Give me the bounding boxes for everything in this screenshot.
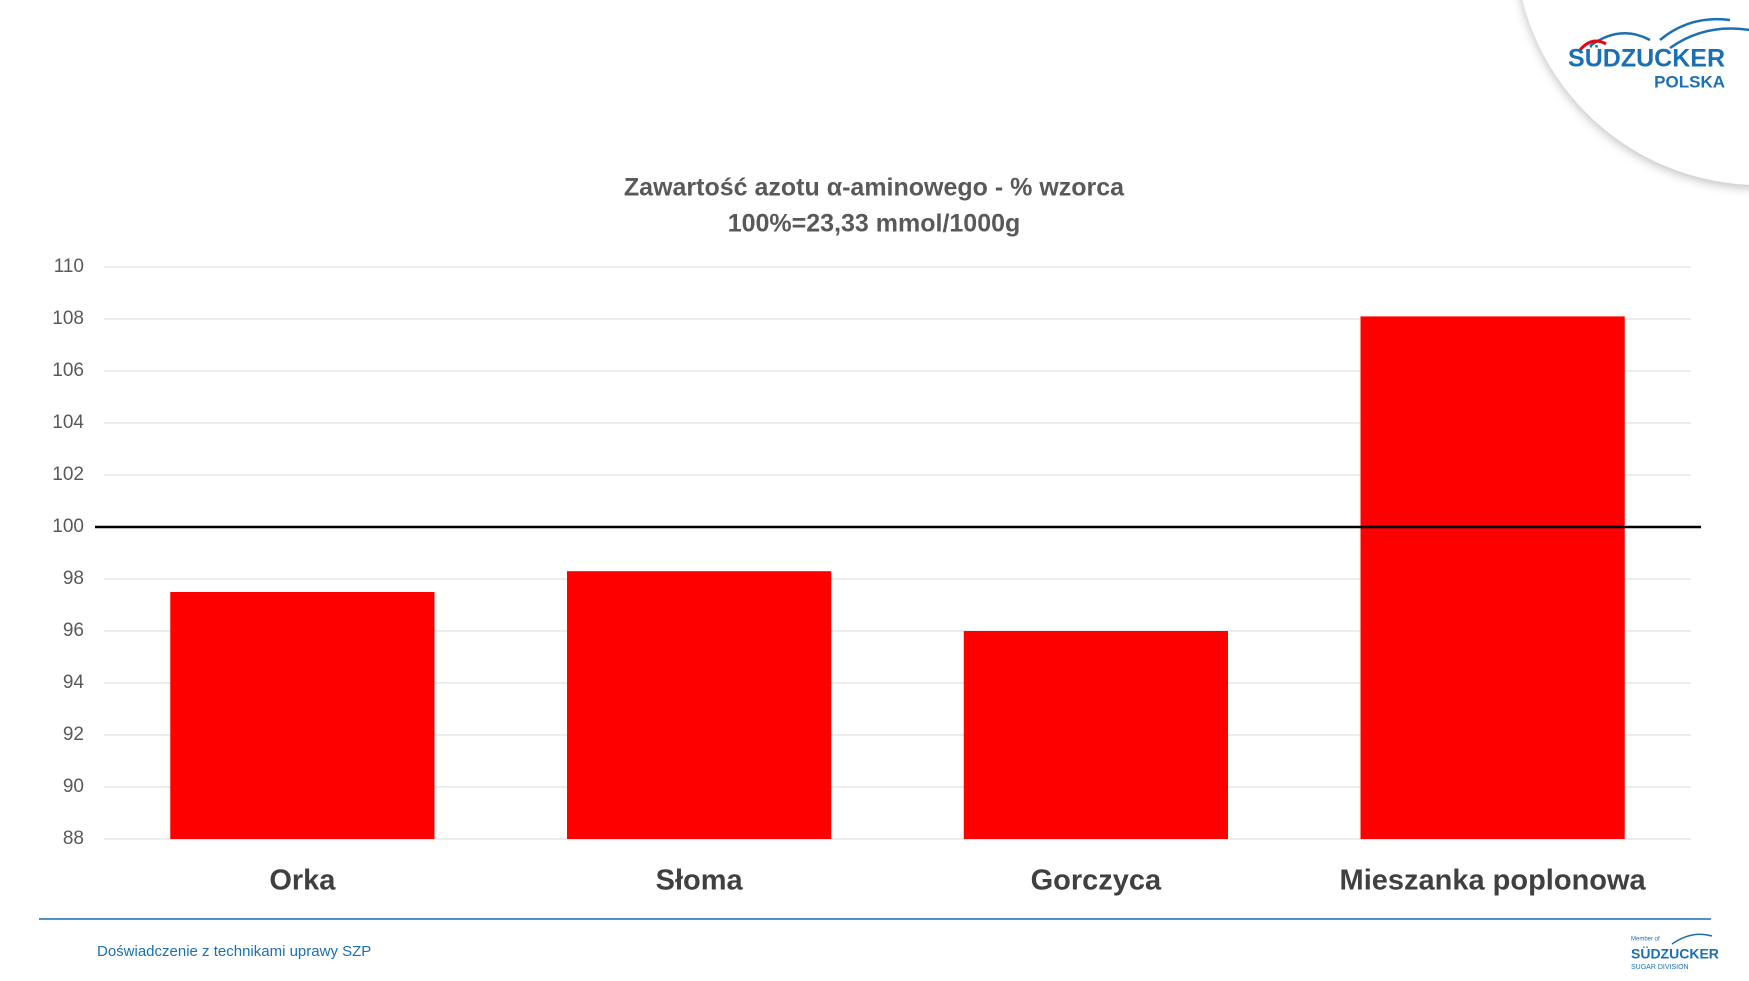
bar [567,571,832,839]
y-tick-label: 96 [63,620,84,641]
y-tick-label: 92 [63,724,84,745]
y-tick-label: 104 [52,412,84,433]
logo-circle [1522,0,1749,185]
footer-logo-name: SÜDZUCKER [1631,946,1719,962]
footer-logo-division: SUGAR DIVISION [1631,964,1689,971]
logo-name: SÜDZUCKER [1568,44,1725,73]
bar [170,592,435,839]
y-tick-label: 98 [63,568,84,589]
logo-swoosh-red [1578,39,1607,52]
x-tick-label: Mieszanka poplonowa [1340,865,1647,897]
bar [1360,316,1625,839]
footer-logo-swoosh [1671,933,1713,945]
y-tick-label: 88 [63,828,84,849]
y-tick-label: 108 [52,308,84,329]
y-tick-label: 106 [52,360,84,381]
footer-text: Doświadczenie z technikami uprawy SZP [97,943,371,960]
chart-title: Zawartość azotu α-aminowego - % wzorca [624,174,1125,202]
plot: 88 90 92 94 96 98 100 102 104 106 108 110 Orka Słoma G… [52,256,1701,897]
y-tick-label: 102 [52,464,84,485]
x-tick-label: Słoma [656,865,744,897]
bar [963,631,1228,839]
y-tick-label: 90 [63,776,84,797]
x-tick-label: Gorczyca [1031,865,1162,897]
chart-subtitle: 100%=23,33 mmol/1000g [728,210,1021,238]
logo-region: POLSKA [1654,72,1725,91]
y-tick-label: 100 [52,516,84,537]
y-tick-label: 110 [54,256,84,277]
footer-logo-member: Member of [1631,937,1660,943]
y-tick-label: 94 [63,672,85,693]
x-tick-label: Orka [269,865,336,897]
